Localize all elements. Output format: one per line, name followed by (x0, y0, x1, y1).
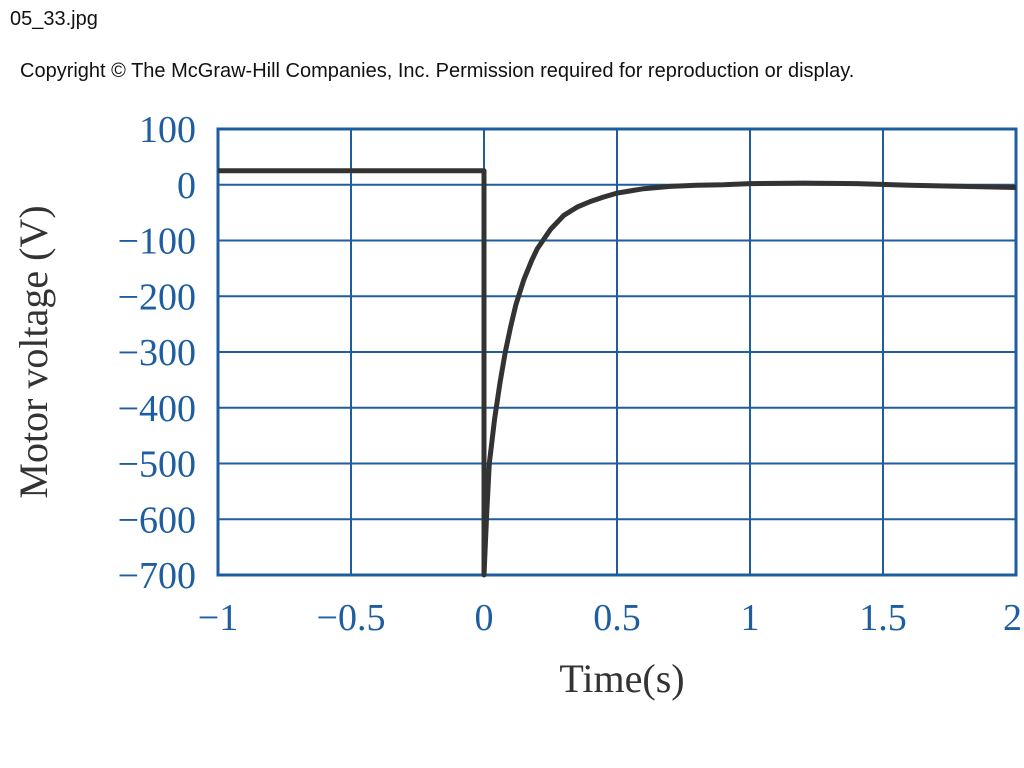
x-tick-label: 0.5 (593, 597, 641, 639)
file-name-label: 05_33.jpg (10, 8, 98, 30)
y-tick-label: −100 (118, 221, 196, 263)
y-tick-label: −300 (118, 332, 196, 374)
copyright-notice: Copyright © The McGraw-Hill Companies, I… (20, 60, 855, 82)
y-tick-label: −700 (118, 555, 196, 597)
y-tick-label: −500 (118, 444, 196, 486)
x-axis-title: Time(s) (559, 656, 684, 701)
x-tick-label: 2 (1003, 597, 1022, 639)
y-tick-label: −200 (118, 276, 196, 318)
y-tick-label: 0 (177, 165, 196, 207)
y-axis-title: Motor voltage (V) (11, 205, 56, 498)
y-tick-label: −600 (118, 499, 196, 541)
voltage-series-line (218, 168, 1017, 578)
x-tick-label: −0.5 (317, 597, 386, 639)
y-tick-labels: 100 0 −100 −200 −300 −400 −500 −600 −700 (118, 109, 196, 597)
x-tick-label: 0 (475, 597, 494, 639)
x-tick-label: 1 (741, 597, 760, 639)
y-tick-label: −400 (118, 388, 196, 430)
x-tick-labels: −1 −0.5 0 0.5 1 1.5 2 (198, 597, 1022, 639)
plot-frame (216, 127, 1018, 577)
grid-layer (217, 128, 1017, 576)
x-tick-label: 1.5 (859, 597, 907, 639)
x-tick-label: −1 (198, 597, 238, 639)
y-tick-label: 100 (139, 109, 196, 151)
